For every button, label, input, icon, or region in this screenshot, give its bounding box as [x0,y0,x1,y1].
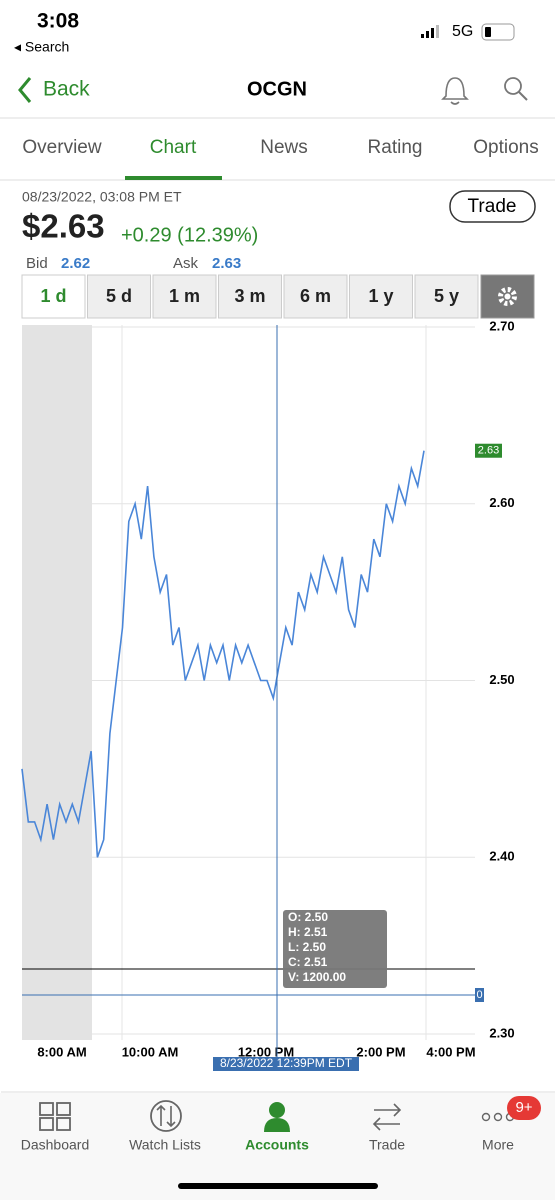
y-tick-label: 2.30 [489,1025,514,1040]
x-tick-label: 12:00 PM [238,1044,294,1059]
dashboard-icon[interactable] [56,1117,71,1131]
clock: 3:08 [37,10,79,33]
price-change: +0.29 (12.39%) [121,224,258,246]
bid-label: Bid [26,255,48,272]
y-tick-label: 2.70 [489,318,514,333]
ask-value: 2.63 [212,255,241,272]
range-button[interactable] [283,274,348,319]
watchlist-arrows [156,1104,176,1128]
active-tab-underline [125,176,222,180]
battery-level [485,27,491,37]
battery [481,23,515,41]
back-app[interactable]: ◂ Search [14,39,69,55]
range-label[interactable]: 3 m [234,286,265,306]
nav-label[interactable]: Trade [369,1137,405,1153]
badge-label: 9+ [515,1099,532,1116]
search-icon[interactable] [504,77,522,95]
settings-icon [498,287,517,306]
nav-label[interactable]: Dashboard [21,1137,90,1153]
settings-icon-hub [504,293,511,300]
range-label[interactable]: 6 m [300,286,331,306]
premarket-shade [22,325,92,1040]
more-dot[interactable] [493,1112,503,1122]
crosshair-date-bg [213,1057,359,1071]
range-button[interactable] [21,274,86,319]
x-tick-label: 2:00 PM [356,1044,405,1059]
range-button[interactable] [87,274,151,319]
price-tag-label: 2.63 [478,445,499,457]
range-button[interactable] [349,274,413,319]
nav-label[interactable]: Watch Lists [129,1137,201,1153]
trade-button-label[interactable]: Trade [468,196,517,217]
ask-label: Ask [173,255,199,272]
range-label[interactable]: 5 d [106,286,132,306]
dashboard-icon[interactable] [39,1117,54,1131]
volume-tag-label: 0 [476,989,482,1001]
search-icon-handle [518,91,528,101]
bid-value: 2.62 [61,255,90,272]
back-button[interactable]: Back [43,78,90,101]
tooltip [283,910,387,988]
range-label[interactable]: 1 d [40,286,66,306]
range-label[interactable]: 1 y [368,286,393,306]
trade-button[interactable] [449,190,536,223]
more-dot[interactable] [481,1112,491,1122]
tooltip-line: L: 2.50 [288,940,326,954]
symbol-title: OCGN [247,78,307,100]
crosshair-date: 8/23/2022 12:39PM EDT [220,1056,353,1070]
timestamp: 08/23/2022, 03:08 PM ET [22,189,182,205]
range-button[interactable] [152,274,217,319]
nav-label[interactable]: More [482,1137,514,1153]
tooltip-line: O: 2.50 [288,910,328,924]
trade-icon[interactable] [372,1103,402,1131]
nav-label[interactable]: Accounts [245,1137,309,1153]
accounts-icon-head[interactable] [269,1102,285,1118]
network: 5G [452,23,473,40]
badge [507,1096,541,1120]
x-tick-label: 10:00 AM [122,1044,179,1059]
range-label[interactable]: 5 y [434,286,459,306]
tab[interactable]: Chart [150,137,197,158]
watchlist-icon[interactable] [150,1100,182,1132]
tab[interactable]: Options [473,137,538,158]
signal [421,25,439,38]
price-tag [475,443,502,458]
tooltip-line: V: 1200.00 [288,970,346,984]
volume-tag [475,988,484,1002]
x-tick-label: 8:00 AM [37,1044,86,1059]
y-tick-label: 2.60 [489,495,514,510]
tooltip-line: H: 2.51 [288,925,328,939]
home-indicator [178,1183,378,1189]
accounts-icon-body [264,1118,290,1132]
tab[interactable]: Overview [22,137,101,158]
y-tick-label: 2.50 [489,672,514,687]
range-button[interactable] [218,274,282,319]
last-price: $2.63 [22,208,105,245]
tooltip-line: C: 2.51 [288,955,328,969]
dashboard-icon[interactable] [39,1102,54,1116]
range-button[interactable] [414,274,479,319]
dashboard-icon[interactable] [56,1102,71,1116]
y-tick-label: 2.40 [489,849,514,864]
alert-icon[interactable] [441,77,469,105]
back-arrow[interactable] [18,77,32,103]
tab[interactable]: News [260,137,308,158]
x-tick-label: 4:00 PM [426,1044,475,1059]
tab[interactable]: Rating [368,137,423,158]
range-label[interactable]: 1 m [169,286,200,306]
price-line [21,450,425,858]
